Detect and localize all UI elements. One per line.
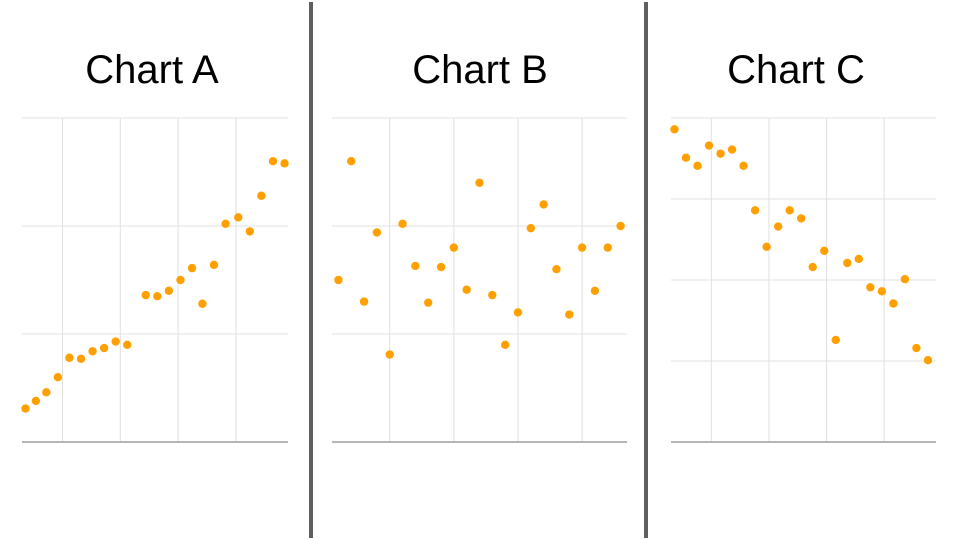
chart-c-point-4	[716, 149, 725, 158]
chart-b-point-21	[603, 243, 612, 252]
chart-c-point-7	[750, 206, 760, 215]
chart-b-point-3	[372, 228, 382, 237]
chart-b-point-14	[513, 308, 523, 317]
chart-c-point-14	[831, 335, 840, 345]
chart-b-point-13	[500, 340, 510, 349]
chart-c-point-6	[739, 161, 748, 170]
chart-a-point-7	[99, 343, 109, 353]
chart-a-point-8	[111, 337, 120, 346]
chart-c-point-19	[889, 299, 898, 308]
chart-a-point-10	[141, 290, 150, 300]
chart-b-point-8	[436, 262, 446, 272]
chart-b-point-2	[359, 297, 369, 306]
chart-c-point-0	[670, 125, 679, 134]
chart-a-point-18	[234, 213, 243, 222]
chart-b-point-16	[539, 200, 548, 209]
chart-b-point-1	[347, 157, 356, 166]
chart-b-title: Chart B	[412, 48, 548, 92]
chart-a-point-0	[21, 404, 30, 413]
chart-c-point-20	[900, 274, 910, 284]
chart-a-point-11	[153, 292, 162, 301]
chart-a-point-13	[176, 275, 185, 285]
chart-a-point-17	[221, 219, 230, 229]
chart-a-point-15	[198, 299, 207, 308]
divider-left	[309, 2, 313, 538]
chart-b-point-0	[334, 275, 343, 285]
chart-c-point-17	[866, 283, 875, 292]
chart-c-point-9	[773, 222, 783, 231]
chart-b-plot	[332, 117, 627, 443]
chart-c-point-2	[693, 161, 702, 170]
chart-b-point-11	[475, 178, 484, 187]
chart-a-title: Chart A	[85, 48, 219, 92]
chart-c-point-12	[808, 262, 817, 272]
chart-b-point-15	[526, 223, 536, 233]
chart-c-point-13	[820, 246, 829, 256]
chart-c-point-21	[912, 343, 921, 353]
chart-b-point-17	[552, 265, 561, 274]
chart-a-point-1	[31, 396, 41, 406]
chart-b-point-12	[488, 290, 497, 300]
chart-a-point-19	[245, 227, 255, 236]
chart-b-point-18	[565, 310, 574, 319]
chart-b-point-7	[423, 298, 433, 307]
chart-a-point-16	[209, 260, 219, 270]
chart-b-point-9	[449, 243, 459, 252]
chart-c-point-10	[785, 206, 794, 215]
chart-a-point-14	[187, 263, 197, 273]
chart-a-point-9	[123, 340, 132, 349]
chart-a-point-5	[76, 354, 86, 364]
chart-b-point-5	[398, 219, 407, 229]
chart-c-point-8	[762, 242, 771, 251]
chart-a-point-6	[88, 347, 97, 356]
chart-c-point-15	[843, 258, 852, 268]
chart-a-point-22	[280, 159, 289, 168]
chart-c-point-5	[727, 145, 737, 154]
chart-a-plot	[21, 117, 289, 443]
chart-c-point-3	[704, 141, 714, 150]
chart-b-point-22	[616, 221, 625, 231]
chart-a-point-21	[268, 157, 278, 166]
chart-c-point-18	[877, 287, 887, 296]
chart-c-point-1	[681, 153, 691, 162]
chart-b-point-10	[462, 285, 471, 294]
chart-c-point-16	[854, 254, 864, 264]
chart-c-point-22	[923, 355, 933, 365]
chart-b-point-19	[577, 243, 587, 252]
chart-a-point-20	[257, 191, 266, 200]
chart-c-plot	[670, 117, 936, 443]
chart-a-point-2	[42, 388, 51, 397]
chart-b-point-4	[385, 350, 394, 359]
chart-b-point-20	[590, 286, 600, 295]
chart-a-point-4	[65, 353, 74, 362]
chart-b-point-6	[411, 261, 420, 271]
chart-a-point-12	[164, 286, 174, 295]
chart-c-point-11	[796, 214, 806, 223]
divider-right	[644, 2, 648, 538]
chart-a-point-3	[53, 373, 63, 382]
chart-c-title: Chart C	[727, 48, 865, 92]
